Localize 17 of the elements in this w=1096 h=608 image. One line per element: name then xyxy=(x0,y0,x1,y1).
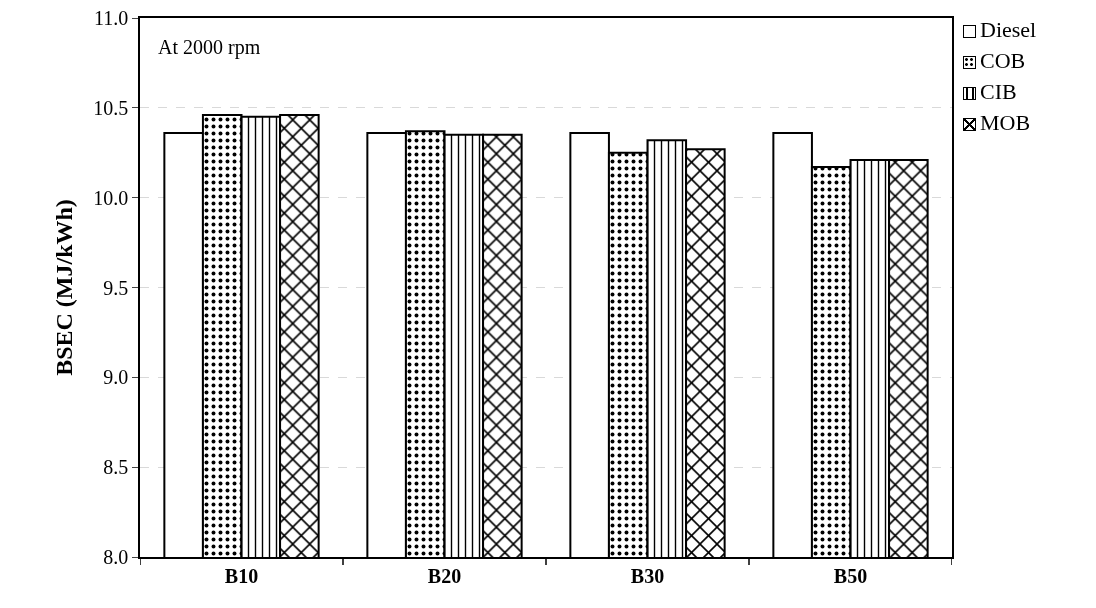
legend-label: Diesel xyxy=(980,17,1037,42)
y-tick-label: 8.0 xyxy=(103,546,129,568)
x-tick-label: B20 xyxy=(427,564,462,587)
x-tick-label: B30 xyxy=(630,564,665,587)
y-axis-title: BSEC (MJ/kWh) xyxy=(50,199,77,376)
legend-label: CIB xyxy=(980,79,1017,104)
y-tick-label: 10.0 xyxy=(93,186,129,209)
y-tick-label: 10.5 xyxy=(93,96,129,119)
annotation: At 2000 rpm xyxy=(158,36,261,59)
x-tick-label: B50 xyxy=(833,564,868,587)
y-tick-label: 9.5 xyxy=(103,276,129,299)
legend-label: COB xyxy=(980,48,1026,73)
x-tick-label: B10 xyxy=(224,564,259,587)
y-tick-label: 8.5 xyxy=(103,456,129,479)
y-tick-label: 9.0 xyxy=(103,366,129,389)
y-tick-label: 11.0 xyxy=(93,7,129,29)
legend-label: MOB xyxy=(980,110,1031,135)
